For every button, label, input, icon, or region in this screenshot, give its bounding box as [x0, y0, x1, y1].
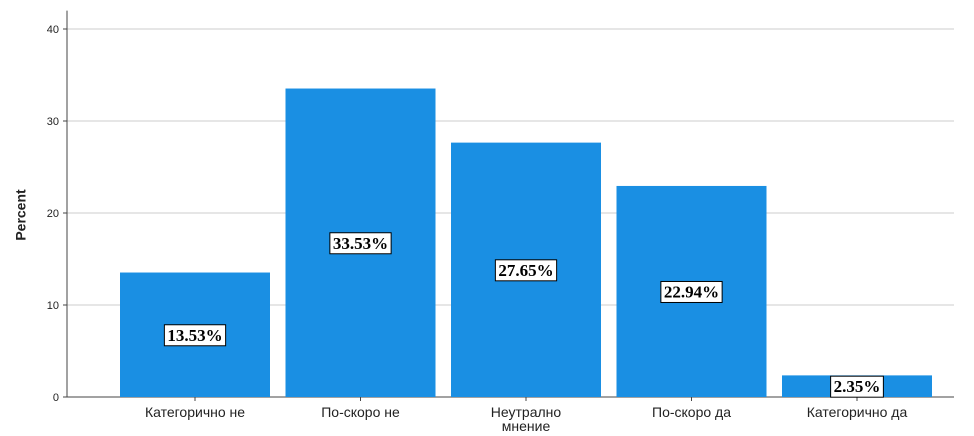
- x-tick-label: По-скоро да: [652, 404, 731, 420]
- value-label-text: 13.53%: [167, 326, 222, 345]
- value-label: 22.94%: [660, 280, 723, 303]
- y-tick-label: 20: [47, 208, 59, 220]
- value-label: 13.53%: [163, 324, 227, 347]
- value-label: 2.35%: [830, 375, 884, 398]
- value-label-box: [830, 375, 884, 398]
- value-label-box: [163, 324, 227, 347]
- value-label-text: 2.35%: [834, 377, 881, 396]
- value-label-text: 22.94%: [664, 282, 719, 301]
- x-tick-label: Категорично да: [807, 404, 908, 420]
- y-tick-label: 10: [47, 300, 59, 312]
- value-label-text: 27.65%: [498, 261, 553, 280]
- value-label-box: [329, 232, 392, 255]
- value-label-box: [660, 280, 723, 303]
- value-label: 33.53%: [329, 232, 392, 255]
- x-tick-label: По-скоро не: [321, 404, 400, 420]
- value-label: 27.65%: [494, 259, 558, 282]
- y-tick-label: 0: [53, 392, 59, 404]
- x-tick-label: Категорично не: [145, 404, 245, 420]
- y-tick-label: 40: [47, 24, 59, 36]
- x-tick-label: Неутрално мнение: [491, 404, 562, 434]
- y-axis-label: Percent: [13, 189, 29, 241]
- y-tick-label: 30: [47, 116, 59, 128]
- value-label-text: 33.53%: [333, 234, 388, 253]
- value-label-box: [494, 259, 558, 282]
